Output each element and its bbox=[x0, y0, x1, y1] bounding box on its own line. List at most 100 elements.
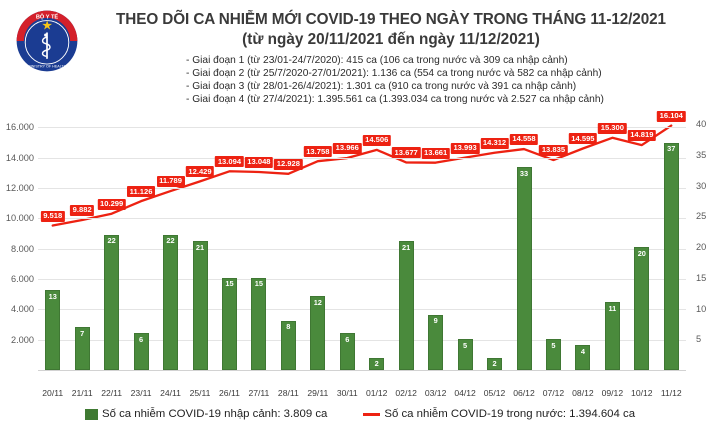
line-value-label: 13.966 bbox=[333, 143, 362, 155]
gridline bbox=[38, 339, 686, 341]
bar-value-label: 21 bbox=[402, 242, 411, 252]
gridline bbox=[38, 309, 686, 311]
legend-label-imported: Số ca nhiễm COVID-19 nhập cảnh: 3.809 ca bbox=[101, 408, 328, 420]
bar-column[interactable] bbox=[133, 112, 149, 370]
y-axis-left-tick: 8.000 bbox=[11, 243, 34, 254]
bar-column[interactable] bbox=[398, 112, 414, 370]
bar-column[interactable] bbox=[516, 112, 532, 370]
gridline bbox=[38, 157, 686, 159]
bar-value-label: 20 bbox=[637, 248, 646, 258]
imported-cases-bar[interactable] bbox=[45, 290, 61, 370]
x-axis-date-label: 11/12 bbox=[660, 388, 682, 398]
imported-cases-bar[interactable] bbox=[74, 327, 90, 370]
imported-cases-bar[interactable] bbox=[457, 339, 473, 370]
bar-column[interactable] bbox=[545, 112, 561, 370]
bar-column[interactable] bbox=[310, 112, 326, 370]
line-value-label: 13.661 bbox=[421, 147, 450, 159]
legend-square-icon bbox=[84, 408, 98, 420]
line-value-label: 13.993 bbox=[450, 142, 480, 154]
imported-cases-bar[interactable] bbox=[428, 314, 444, 370]
imported-cases-bar[interactable] bbox=[192, 241, 208, 370]
x-axis-date-label: 20/11 bbox=[42, 388, 64, 398]
x-axis-date-label: 09/12 bbox=[601, 388, 624, 398]
bar-column[interactable] bbox=[487, 112, 503, 370]
y-axis-right-tick: 10 bbox=[696, 303, 707, 314]
bar-value-label: 21 bbox=[195, 242, 205, 252]
y-axis-left-tick: 16.000 bbox=[5, 122, 34, 133]
x-axis-date-label: 10/12 bbox=[631, 388, 653, 398]
logo-bottom-text: MINISTRY OF HEALTH bbox=[28, 64, 67, 68]
bar-value-label: 9 bbox=[433, 316, 438, 326]
line-value-label: 13.835 bbox=[539, 145, 568, 157]
bar-value-label: 7 bbox=[80, 328, 85, 338]
bar-column[interactable] bbox=[163, 112, 179, 370]
line-value-label: 11.126 bbox=[127, 186, 156, 198]
bar-value-label: 22 bbox=[107, 236, 116, 246]
chart-subtitle: (từ ngày 20/11/2021 đến ngày 11/12/2021) bbox=[242, 31, 540, 48]
bar-column[interactable] bbox=[369, 112, 385, 370]
line-value-label: 13.094 bbox=[215, 156, 244, 168]
bar-column[interactable] bbox=[104, 112, 120, 370]
x-axis-date-label: 03/12 bbox=[424, 388, 447, 398]
imported-cases-bar[interactable] bbox=[575, 345, 591, 370]
line-value-label: 14.558 bbox=[509, 134, 539, 146]
bar-value-label: 2 bbox=[374, 359, 379, 369]
imported-cases-bar[interactable] bbox=[310, 296, 326, 370]
imported-cases-bar[interactable] bbox=[280, 320, 296, 370]
line-value-label: 14.312 bbox=[480, 137, 509, 149]
bar-column[interactable] bbox=[192, 112, 208, 370]
imported-cases-bar[interactable] bbox=[369, 357, 385, 370]
legend-item-imported: Số ca nhiễm COVID-19 nhập cảnh: 3.809 ca bbox=[84, 408, 328, 420]
bar-column[interactable] bbox=[575, 112, 591, 370]
x-axis-date-label: 28/11 bbox=[277, 388, 299, 398]
x-axis-date-label: 06/12 bbox=[513, 388, 535, 398]
phase-line-4: - Giai đoạn 4 (từ 27/4/2021): 1.395.561 … bbox=[186, 94, 604, 106]
imported-cases-bar[interactable] bbox=[163, 234, 179, 370]
bar-column[interactable] bbox=[221, 112, 237, 370]
ministry-of-health-logo-icon: BỘ Y TẾ MINISTRY OF HEALTH bbox=[15, 9, 79, 73]
imported-cases-bar[interactable] bbox=[634, 247, 650, 370]
y-axis-right-tick: 25 bbox=[696, 211, 707, 222]
imported-cases-bar[interactable] bbox=[251, 277, 267, 370]
chart-title: THEO DÕI CA NHIỄM MỚI COVID-19 THEO NGÀY… bbox=[116, 11, 666, 28]
y-axis-right-tick: 15 bbox=[696, 272, 707, 283]
legend-label-domestic: Số ca nhiễm COVID-19 trong nước: 1.394.6… bbox=[384, 408, 636, 420]
plot-area bbox=[38, 112, 686, 370]
x-axis-date-label: 05/12 bbox=[483, 388, 506, 398]
imported-cases-bar[interactable] bbox=[487, 357, 503, 370]
y-axis-right-tick: 20 bbox=[696, 242, 707, 253]
bar-column[interactable] bbox=[428, 112, 444, 370]
bar-column[interactable] bbox=[74, 112, 90, 370]
bar-column[interactable] bbox=[45, 112, 61, 370]
imported-cases-bar[interactable] bbox=[339, 333, 355, 370]
phase-line-3: - Giai đoạn 3 (từ 28/01-26/4/2021): 1.30… bbox=[186, 81, 577, 93]
bar-value-label: 4 bbox=[580, 346, 585, 356]
x-axis-date-label: 21/11 bbox=[71, 388, 93, 398]
bar-column[interactable] bbox=[339, 112, 355, 370]
bar-value-label: 2 bbox=[492, 359, 497, 369]
bar-value-label: 22 bbox=[166, 236, 175, 246]
line-value-label: 15.300 bbox=[598, 122, 627, 134]
x-axis-date-label: 22/11 bbox=[101, 388, 123, 398]
bar-column[interactable] bbox=[251, 112, 267, 370]
bar-value-label: 6 bbox=[345, 334, 350, 344]
line-value-label: 14.819 bbox=[627, 130, 657, 142]
bar-column[interactable] bbox=[280, 112, 296, 370]
imported-cases-bar[interactable] bbox=[104, 234, 120, 370]
imported-cases-bar[interactable] bbox=[516, 167, 532, 370]
logo-top-text: BỘ Y TẾ bbox=[36, 13, 58, 21]
imported-cases-bar[interactable] bbox=[398, 241, 414, 370]
imported-cases-bar[interactable] bbox=[604, 302, 620, 370]
bar-column[interactable] bbox=[604, 112, 620, 370]
bar-value-label: 8 bbox=[286, 322, 291, 332]
line-value-label: 11.789 bbox=[156, 176, 185, 188]
imported-cases-bar[interactable] bbox=[221, 277, 237, 370]
bar-column[interactable] bbox=[457, 112, 473, 370]
y-axis-left-tick: 2.000 bbox=[11, 334, 34, 345]
imported-cases-bar[interactable] bbox=[545, 339, 561, 370]
bar-column[interactable] bbox=[663, 112, 679, 370]
imported-cases-bar[interactable] bbox=[133, 333, 149, 370]
bar-column[interactable] bbox=[634, 112, 650, 370]
imported-cases-bar[interactable] bbox=[663, 142, 679, 370]
